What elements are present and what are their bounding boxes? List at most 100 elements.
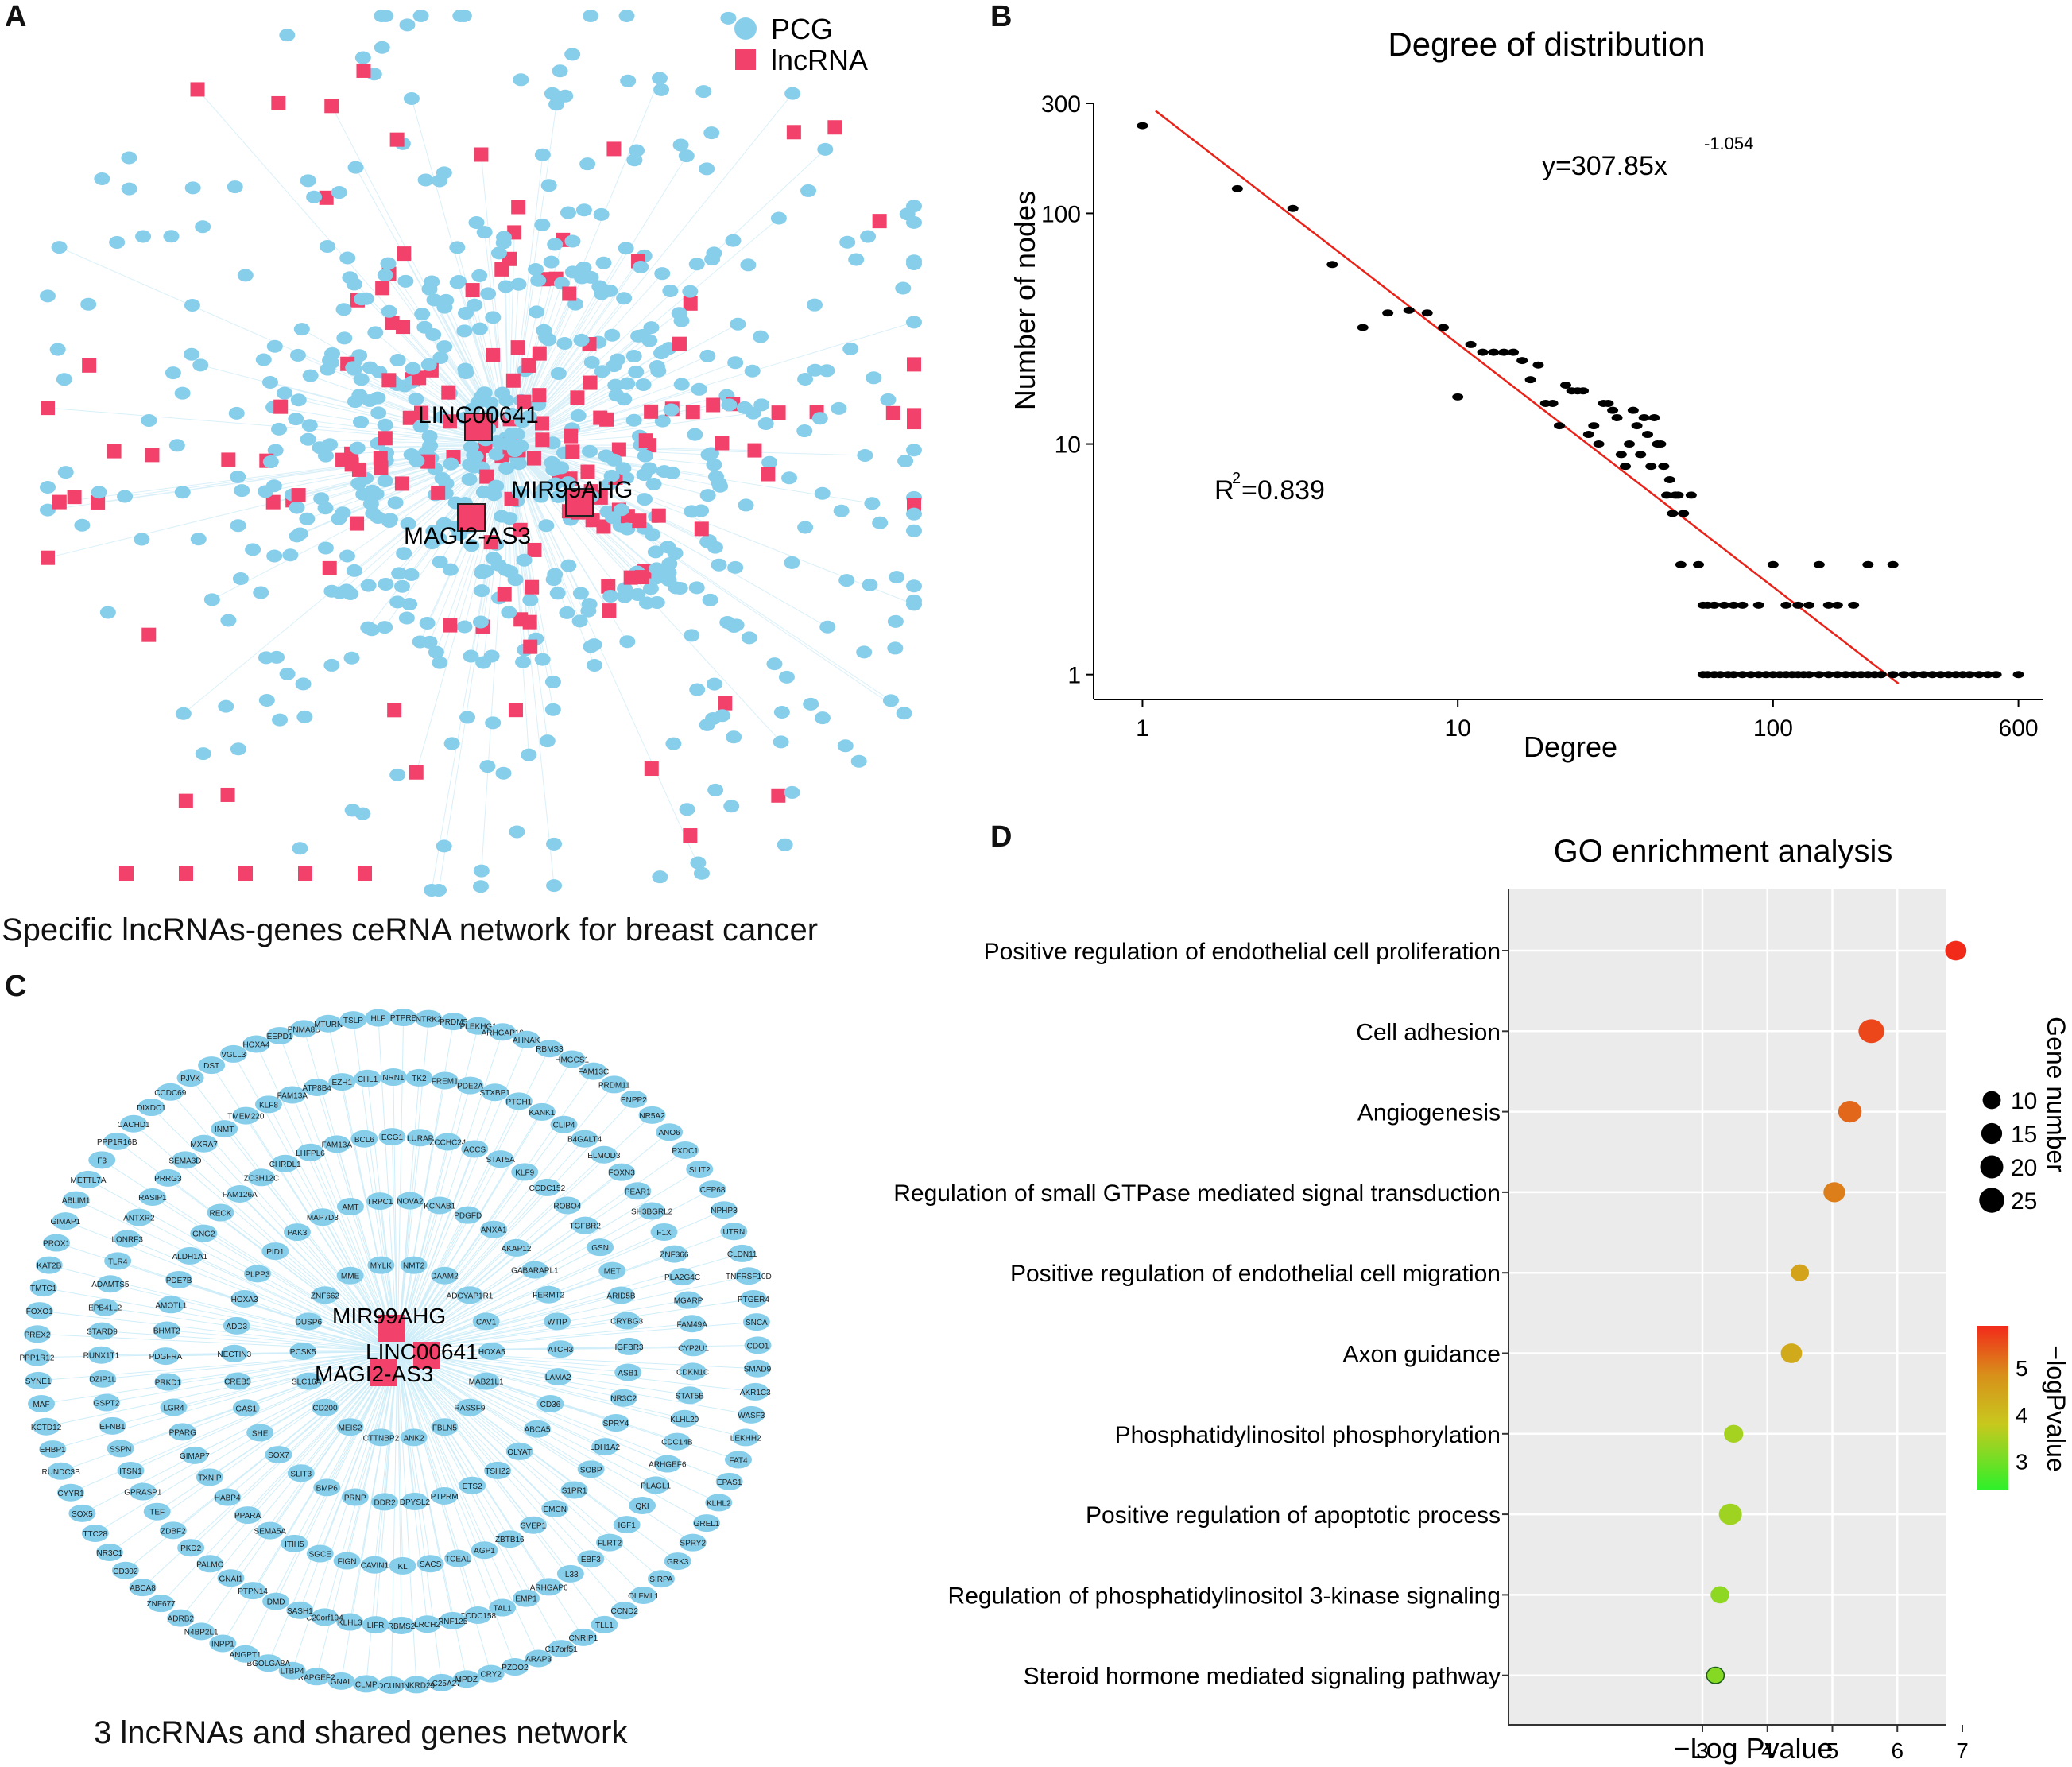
pcg-node <box>277 386 293 400</box>
pcg-node <box>289 348 306 362</box>
gene-node <box>24 1325 52 1343</box>
lncrna-node <box>420 454 436 469</box>
lncrna-node <box>413 405 428 420</box>
gene-node <box>232 1106 260 1125</box>
pcg-node <box>727 356 744 370</box>
chart-b-fit-line <box>1155 110 1900 685</box>
gene-node <box>62 1191 90 1209</box>
gene-node <box>103 1132 131 1150</box>
lncrna-node <box>511 200 526 215</box>
pcg-node <box>529 305 545 319</box>
pcg-node <box>723 800 740 813</box>
pcg-node <box>282 548 299 562</box>
gene-label: ZNF366 <box>660 1251 689 1260</box>
degree-point <box>1737 601 1749 609</box>
lncrna-node <box>483 535 498 550</box>
lncrna-node <box>715 436 730 451</box>
x-tick-label: 1 <box>1136 715 1149 742</box>
gene-node <box>524 1420 552 1438</box>
pcg-node <box>463 649 479 663</box>
gene-label: DDR2 <box>374 1498 396 1507</box>
category-label: Cell adhesion <box>1356 1019 1501 1045</box>
degree-point <box>1678 510 1690 517</box>
degree-point <box>1745 671 1756 679</box>
degree-point <box>1231 184 1243 192</box>
pcg-node <box>606 359 622 373</box>
pcg-node <box>377 474 393 487</box>
degree-point <box>1990 671 2002 679</box>
gene-node <box>242 1035 270 1053</box>
category-label: Angiogenesis <box>1357 1100 1501 1126</box>
pcg-node <box>362 394 378 408</box>
logpvalue-legend: −logPvalue 3 4 5 <box>1977 1326 2066 1490</box>
gene-label: SOBP <box>580 1466 602 1474</box>
degree-point <box>1887 671 1899 679</box>
degree-point <box>1813 560 1825 568</box>
gene-node <box>456 1398 484 1416</box>
gene-label: DZIP1L <box>89 1376 116 1385</box>
gene-label: PDGFD <box>454 1212 482 1221</box>
pcg-node <box>471 322 488 335</box>
degree-point <box>1602 399 1614 407</box>
pcg-node <box>819 620 836 634</box>
pcg-node <box>485 716 502 730</box>
degree-point <box>1803 671 1815 679</box>
gene-node <box>271 1154 299 1172</box>
lncrna-node <box>644 404 659 419</box>
pcg-node <box>502 512 518 525</box>
category-label: Steroid hormone mediated signaling pathw… <box>1024 1664 1501 1690</box>
gene-label: PXDC1 <box>672 1147 699 1156</box>
gene-label: SPRY4 <box>603 1420 629 1428</box>
pcg-node <box>784 87 801 100</box>
gene-node <box>289 1343 317 1360</box>
gene-node <box>459 1476 486 1494</box>
degree-point <box>1672 491 1684 499</box>
pcg-node <box>485 552 502 565</box>
gene-label: INPP1 <box>211 1640 234 1649</box>
pcg-node <box>583 10 599 22</box>
pcg-node <box>581 598 598 611</box>
pcg-node <box>57 466 74 479</box>
gene-label: F3 <box>97 1157 107 1165</box>
pcg-node <box>620 74 637 87</box>
gene-label: PLAGL1 <box>641 1482 671 1490</box>
pcg-legend-circle <box>734 17 757 40</box>
lncrna-node <box>747 443 762 458</box>
gene-node <box>431 1266 459 1285</box>
pcg-node <box>906 316 922 329</box>
lncrna-node <box>672 336 687 351</box>
lncrna-node <box>220 787 235 802</box>
pcg-node <box>428 645 444 659</box>
lncrna-node <box>91 494 106 510</box>
pcg-node <box>700 534 717 548</box>
gene-label: PNMA8B <box>288 1025 320 1034</box>
degree-point <box>1620 463 1632 471</box>
degree-point <box>1728 671 1740 679</box>
gene-label: ASB1 <box>618 1370 638 1378</box>
degree-point <box>1287 204 1299 212</box>
pcg-node <box>421 429 438 443</box>
gene-label: ANXA1 <box>481 1226 507 1235</box>
pcg-node <box>436 166 452 180</box>
gene-node <box>481 1083 509 1102</box>
pcg-node <box>353 415 370 428</box>
gene-label: MYLK <box>370 1262 393 1271</box>
pcg-node <box>443 457 459 471</box>
gene-node <box>117 1462 145 1480</box>
panel-c-letter: C <box>5 970 27 1003</box>
gene-label: MXRA7 <box>190 1141 218 1149</box>
pcg-node <box>442 563 459 576</box>
pcg-node <box>630 329 647 343</box>
pcg-node <box>607 378 624 392</box>
pcg-node <box>436 839 452 853</box>
pcg-node <box>649 359 665 373</box>
degree-point <box>1403 306 1415 314</box>
pcg-node <box>850 754 867 768</box>
pcg-node <box>672 582 688 595</box>
pcg-node <box>618 10 635 22</box>
gene-node <box>52 1212 79 1230</box>
gene-label: PTPN14 <box>238 1587 268 1596</box>
pcg-node <box>575 203 592 217</box>
x-tick-label: 100 <box>1753 715 1793 742</box>
